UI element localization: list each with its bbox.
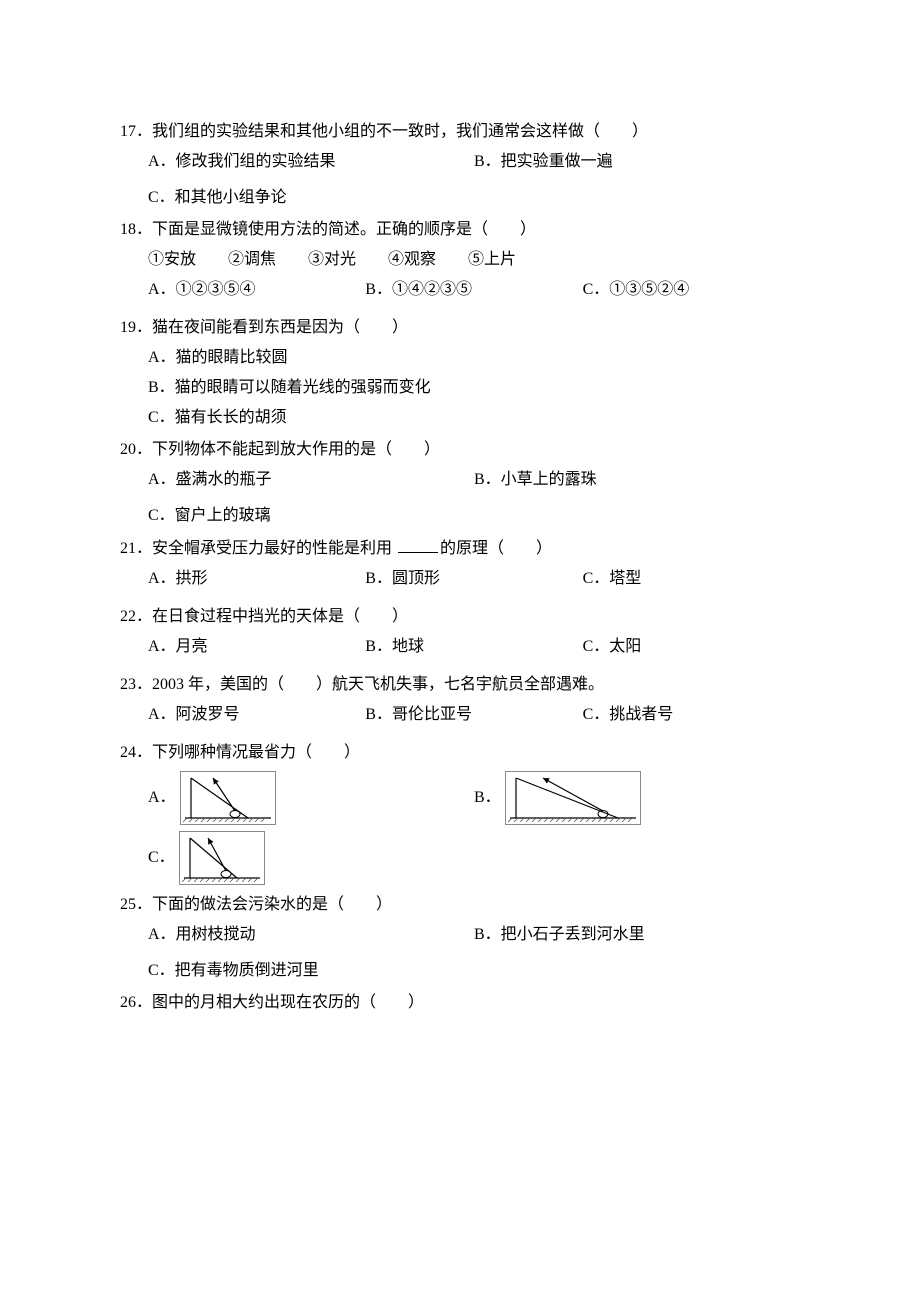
option-c-label: C． [148, 846, 175, 870]
question-18: 18．下面是显微镜使用方法的简述。正确的顺序是（ ） ①安放 ②调焦 ③对光 ④… [120, 218, 800, 308]
ramp-svg-c [182, 834, 262, 882]
option-b: B．把实验重做一遍 [474, 150, 800, 174]
ramp-diagram-a [180, 771, 276, 825]
option-a: A．盛满水的瓶子 [148, 468, 474, 492]
q-number: 18． [120, 221, 152, 238]
option-c: C．①③⑤②④ [583, 278, 800, 302]
q-number: 25． [120, 896, 152, 913]
question-17-stem: 17．我们组的实验结果和其他小组的不一致时，我们通常会这样做（ ） [120, 120, 800, 144]
option-a-img: A． [148, 771, 474, 825]
q-number: 21． [120, 540, 152, 557]
option-a: A．拱形 [148, 567, 365, 591]
question-21: 21．安全帽承受压力最好的性能是利用 的原理（ ） A．拱形 B．圆顶形 C．塔… [120, 536, 800, 597]
question-19: 19．猫在夜间能看到东西是因为（ ） A．猫的眼睛比较圆 B．猫的眼睛可以随着光… [120, 316, 800, 430]
question-21-options: A．拱形 B．圆顶形 C．塔型 [120, 567, 800, 597]
question-20: 20．下列物体不能起到放大作用的是（ ） A．盛满水的瓶子 B．小草上的露珠 C… [120, 438, 800, 528]
option-b: B．地球 [365, 635, 582, 659]
option-c: C．和其他小组争论 [120, 186, 800, 210]
question-18-stem: 18．下面是显微镜使用方法的简述。正确的顺序是（ ） [120, 218, 800, 242]
q-text: 猫在夜间能看到东西是因为（ ） [152, 319, 408, 336]
ramp-diagram-c [179, 831, 265, 885]
option-a: A．猫的眼睛比较圆 [120, 346, 800, 370]
option-c: C．把有毒物质倒进河里 [120, 959, 800, 983]
question-19-stem: 19．猫在夜间能看到东西是因为（ ） [120, 316, 800, 340]
q-number: 23． [120, 676, 152, 693]
option-b: B．圆顶形 [365, 567, 582, 591]
exam-page: 17．我们组的实验结果和其他小组的不一致时，我们通常会这样做（ ） A．修改我们… [0, 0, 920, 1103]
question-24-options-row2: C． [120, 831, 800, 885]
question-23-options: A．阿波罗号 B．哥伦比亚号 C．挑战者号 [120, 703, 800, 733]
option-b: B．小草上的露珠 [474, 468, 800, 492]
question-21-stem: 21．安全帽承受压力最好的性能是利用 的原理（ ） [120, 536, 800, 561]
question-22: 22．在日食过程中挡光的天体是（ ） A．月亮 B．地球 C．太阳 [120, 605, 800, 665]
question-25-options: A．用树枝搅动 B．把小石子丢到河水里 [120, 923, 800, 953]
q-text: 在日食过程中挡光的天体是（ ） [152, 608, 408, 625]
q-number: 22． [120, 608, 152, 625]
question-17-options: A．修改我们组的实验结果 B．把实验重做一遍 [120, 150, 800, 180]
q-text: 2003 年，美国的（ ）航天飞机失事，七名宇航员全部遇难。 [152, 676, 604, 693]
option-c: C．挑战者号 [583, 703, 800, 727]
question-17: 17．我们组的实验结果和其他小组的不一致时，我们通常会这样做（ ） A．修改我们… [120, 120, 800, 210]
question-25: 25．下面的做法会污染水的是（ ） A．用树枝搅动 B．把小石子丢到河水里 C．… [120, 893, 800, 983]
option-b-img: B． [474, 771, 800, 825]
q-number: 26． [120, 994, 152, 1011]
option-b-label: B． [474, 786, 501, 810]
q-number: 24． [120, 744, 152, 761]
question-18-sequence: ①安放 ②调焦 ③对光 ④观察 ⑤上片 [120, 248, 800, 272]
option-c: C．窗户上的玻璃 [120, 504, 800, 528]
option-a: A．用树枝搅动 [148, 923, 474, 947]
q-text-before: 安全帽承受压力最好的性能是利用 [152, 540, 396, 557]
question-18-options: A．①②③⑤④ B．①④②③⑤ C．①③⑤②④ [120, 278, 800, 308]
option-a: A．修改我们组的实验结果 [148, 150, 474, 174]
fill-blank [398, 536, 438, 553]
question-22-stem: 22．在日食过程中挡光的天体是（ ） [120, 605, 800, 629]
q-text: 图中的月相大约出现在农历的（ ） [152, 994, 424, 1011]
option-a: A．月亮 [148, 635, 365, 659]
ramp-diagram-b [505, 771, 641, 825]
question-24-options-row1: A． B． [120, 771, 800, 825]
question-24: 24．下列哪种情况最省力（ ） A． B． C． [120, 741, 800, 885]
q-text: 下列物体不能起到放大作用的是（ ） [152, 441, 440, 458]
option-b: B．猫的眼睛可以随着光线的强弱而变化 [120, 376, 800, 400]
question-20-stem: 20．下列物体不能起到放大作用的是（ ） [120, 438, 800, 462]
question-24-stem: 24．下列哪种情况最省力（ ） [120, 741, 800, 765]
question-26: 26．图中的月相大约出现在农历的（ ） [120, 991, 800, 1015]
option-b: B．哥伦比亚号 [365, 703, 582, 727]
question-22-options: A．月亮 B．地球 C．太阳 [120, 635, 800, 665]
q-text: 下列哪种情况最省力（ ） [152, 744, 360, 761]
ramp-svg-a [183, 774, 273, 822]
option-a-label: A． [148, 786, 176, 810]
q-number: 20． [120, 441, 152, 458]
q-number: 19． [120, 319, 152, 336]
question-20-options: A．盛满水的瓶子 B．小草上的露珠 [120, 468, 800, 498]
option-a: A．阿波罗号 [148, 703, 365, 727]
ramp-svg-b [508, 774, 638, 822]
option-c: C．太阳 [583, 635, 800, 659]
option-c: C．塔型 [583, 567, 800, 591]
q-text: 下面的做法会污染水的是（ ） [152, 896, 392, 913]
option-b: B．①④②③⑤ [365, 278, 582, 302]
option-c-img: C． [148, 831, 474, 885]
q-text-after: 的原理（ ） [440, 540, 552, 557]
question-23-stem: 23．2003 年，美国的（ ）航天飞机失事，七名宇航员全部遇难。 [120, 673, 800, 697]
q-text: 下面是显微镜使用方法的简述。正确的顺序是（ ） [152, 221, 536, 238]
question-23: 23．2003 年，美国的（ ）航天飞机失事，七名宇航员全部遇难。 A．阿波罗号… [120, 673, 800, 733]
option-c: C．猫有长长的胡须 [120, 406, 800, 430]
option-a: A．①②③⑤④ [148, 278, 365, 302]
q-number: 17． [120, 123, 152, 140]
question-26-stem: 26．图中的月相大约出现在农历的（ ） [120, 991, 800, 1015]
q-text: 我们组的实验结果和其他小组的不一致时，我们通常会这样做（ ） [152, 123, 648, 140]
question-25-stem: 25．下面的做法会污染水的是（ ） [120, 893, 800, 917]
option-b: B．把小石子丢到河水里 [474, 923, 800, 947]
